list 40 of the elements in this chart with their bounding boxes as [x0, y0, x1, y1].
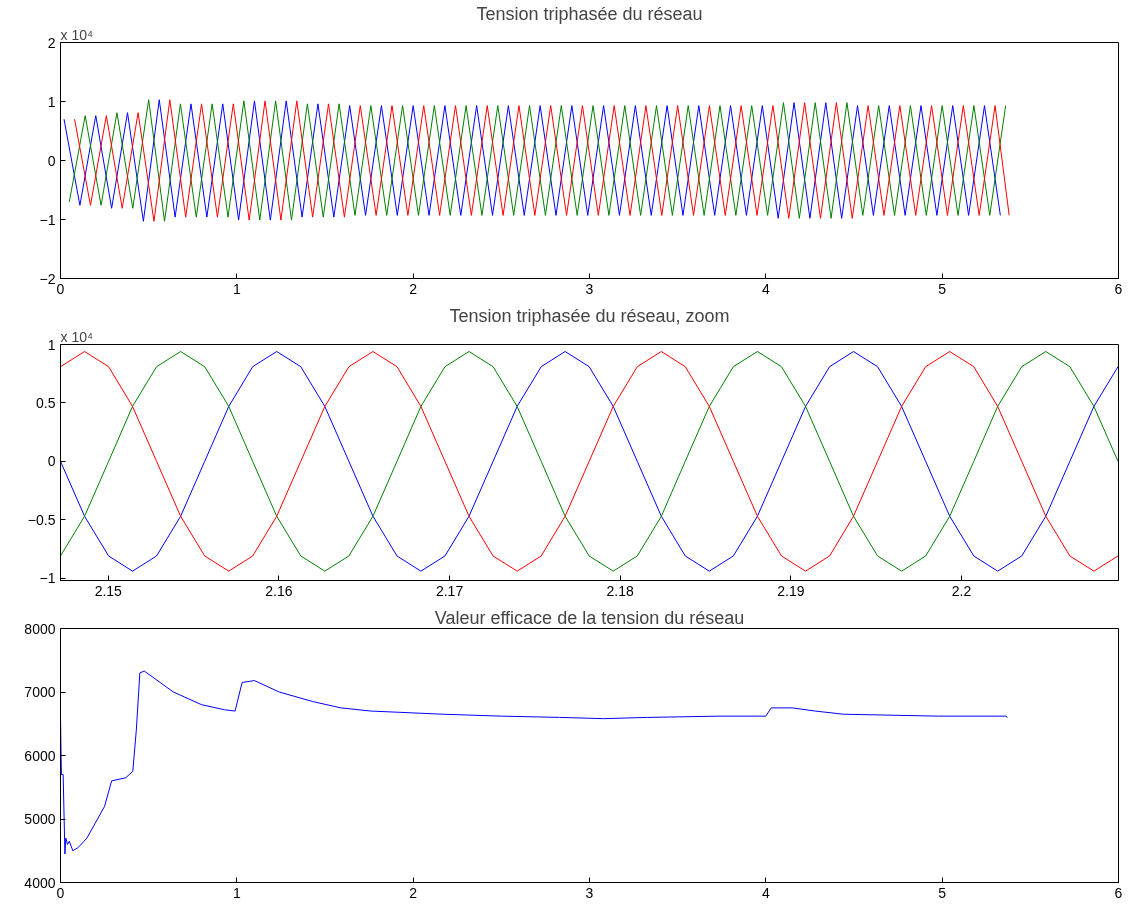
- y-tick-label: 6000: [24, 747, 56, 764]
- x-tick-label: 2: [409, 280, 418, 297]
- chart-title: Tension triphasée du réseau, zoom: [449, 305, 730, 326]
- x-tick-label: 2.16: [265, 582, 293, 599]
- y-tick-label: 0: [47, 152, 56, 169]
- y-tick-label: 2: [47, 34, 56, 51]
- x-tick-label: 3: [585, 280, 594, 297]
- line-series: [60, 670, 1008, 855]
- y-tick-label: −1: [39, 211, 56, 228]
- x-tick-label: 5: [938, 280, 947, 297]
- x-tick-label: 6: [1114, 280, 1123, 297]
- x-tick-label: 2.2: [951, 582, 972, 599]
- y-tick-label: 7000: [24, 684, 56, 700]
- x-tick-label: 2.15: [94, 582, 123, 599]
- x-tick-label: 2: [409, 884, 418, 901]
- y-tick-label: −0.5: [27, 511, 56, 528]
- y-tick-label: −1: [39, 570, 56, 587]
- y-tick-label: 0.5: [36, 394, 56, 411]
- y-tick-label: 0: [47, 453, 56, 470]
- x-tick-label: 4: [761, 280, 770, 297]
- chart-title: Tension triphasée du réseau: [476, 3, 703, 24]
- y-tick-label: 1: [47, 93, 56, 110]
- y-tick-label: 8000: [24, 620, 56, 637]
- y-tick-label: 5000: [24, 811, 56, 827]
- y-tick-label: 4000: [24, 874, 56, 891]
- x-tick-label: 6: [1114, 884, 1123, 901]
- x-tick-label: 4: [761, 884, 770, 901]
- x-tick-label: 1: [232, 884, 241, 901]
- x-tick-label: 3: [585, 884, 594, 901]
- y-tick-label: −2: [39, 270, 56, 287]
- x-tick-label: 2.17: [435, 582, 464, 599]
- x-tick-label: 1: [232, 280, 241, 297]
- y-tick-label: 1: [47, 336, 56, 353]
- x-tick-label: 5: [938, 884, 947, 901]
- line-series: [60, 351, 1119, 572]
- x-tick-label: 2.18: [606, 582, 635, 599]
- chart-title: Valeur efficace de la tension du réseau: [434, 607, 745, 628]
- x-tick-label: 2.19: [777, 582, 805, 599]
- annotation: x 10⁴: [60, 328, 93, 345]
- annotation: x 10⁴: [60, 26, 93, 43]
